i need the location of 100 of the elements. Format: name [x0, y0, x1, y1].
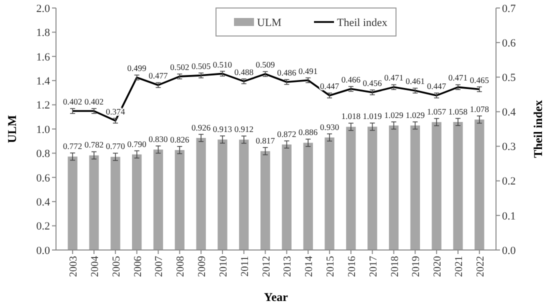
y2-tick-label: 0.5 [502, 72, 516, 84]
data-label: 0.926 [192, 122, 211, 132]
x-tick-label: 2011 [240, 256, 251, 277]
y2-tick-label: 0.4 [502, 106, 516, 119]
data-label: 0.447 [427, 81, 446, 92]
legend-label: ULM [257, 16, 282, 29]
bar [218, 140, 228, 250]
data-label: 1.078 [470, 104, 489, 114]
data-label: 0.447 [320, 81, 340, 92]
bar [410, 125, 420, 250]
bar [453, 122, 463, 250]
bar [196, 138, 206, 250]
data-label: 0.509 [256, 60, 275, 70]
y2-tick-label: 0.1 [502, 210, 516, 222]
data-label: 0.491 [298, 66, 318, 76]
data-label: 0.772 [63, 140, 82, 151]
x-tick-label: 2021 [454, 256, 465, 277]
data-label: 0.486 [277, 68, 296, 78]
x-tick-label: 2017 [368, 256, 380, 277]
data-label: 0.488 [234, 66, 254, 77]
data-label: 0.499 [127, 63, 146, 74]
y-tick-label: 0.2 [36, 220, 50, 233]
data-label: 0.830 [148, 134, 168, 144]
y-tick-label: 1.8 [36, 27, 50, 40]
x-tick-label: 2006 [132, 256, 144, 277]
y-axis-title: ULM [5, 115, 19, 143]
y-tick-label: 0.4 [36, 196, 50, 208]
x-tick-label: 2013 [282, 256, 294, 277]
data-label: 0.402 [84, 96, 104, 107]
y-tick-label: 0.8 [36, 148, 50, 160]
bar [68, 156, 78, 250]
y2-axis-title: Theil index [531, 100, 545, 158]
data-label: 1.058 [448, 106, 468, 116]
bar [110, 156, 120, 250]
data-label: 1.029 [406, 110, 425, 120]
data-label: 0.886 [298, 127, 318, 138]
x-tick-label: 2007 [154, 256, 166, 277]
bar [324, 137, 334, 250]
y-tick-label: 1.6 [36, 51, 50, 64]
y-tick-label: 1.4 [36, 75, 50, 88]
bar [260, 151, 270, 250]
y2-tick-label: 0.6 [502, 37, 516, 50]
y2-tick-label: 0.3 [502, 141, 516, 154]
data-label: 0.782 [84, 140, 104, 150]
bar [432, 122, 442, 250]
x-tick-label: 2008 [176, 256, 187, 277]
y2-tick-label: 0.7 [502, 2, 516, 15]
x-tick-label: 2014 [304, 255, 316, 277]
data-label: 0.826 [170, 134, 190, 144]
data-label: 1.018 [341, 111, 360, 122]
y-tick-label: 1.2 [36, 100, 50, 112]
x-tick-label: 2012 [261, 256, 272, 277]
x-tick-label: 2020 [432, 256, 444, 277]
data-label: 0.456 [362, 78, 382, 88]
bar [346, 126, 356, 250]
data-label: 0.912 [234, 124, 254, 134]
bar [89, 155, 99, 250]
x-tick-label: 2009 [197, 256, 208, 277]
data-label: 0.770 [106, 141, 125, 152]
data-label: 0.402 [63, 96, 82, 107]
x-tick-label: 2005 [111, 256, 122, 277]
data-label: 1.029 [384, 110, 404, 120]
y-tick-label: 0.6 [36, 172, 50, 184]
data-label: 0.930 [320, 122, 340, 132]
x-axis-title: Year [264, 290, 289, 304]
x-tick-label: 2004 [90, 255, 102, 277]
data-label: 1.057 [427, 106, 446, 116]
data-label: 0.872 [277, 128, 296, 139]
bar [388, 125, 399, 250]
data-label: 1.019 [362, 111, 382, 122]
bar [303, 142, 313, 250]
data-label: 0.466 [341, 74, 360, 84]
bar [368, 126, 378, 250]
data-label: 0.465 [470, 74, 489, 85]
data-label: 0.510 [212, 59, 232, 70]
bar [239, 140, 249, 250]
x-tick-label: 2019 [411, 256, 422, 277]
data-label: 0.790 [127, 138, 146, 149]
data-label: 0.471 [384, 72, 404, 83]
y-tick-label: 1.0 [36, 124, 50, 136]
data-label: 0.471 [448, 72, 468, 83]
x-tick-label: 2022 [475, 256, 486, 277]
bar [174, 150, 184, 250]
legend-label: Theil index [337, 16, 388, 29]
x-tick-label: 2016 [346, 256, 358, 277]
x-tick-label: 2018 [390, 256, 401, 277]
data-label: 0.502 [170, 62, 190, 72]
x-tick-label: 2015 [326, 256, 337, 277]
bar [282, 144, 292, 250]
y2-tick-label: 0.0 [502, 244, 516, 257]
y-tick-label: 0.0 [36, 244, 50, 257]
data-label: 0.505 [192, 60, 211, 71]
data-label: 0.461 [406, 76, 425, 86]
data-label: 0.913 [212, 124, 232, 134]
bar [153, 150, 164, 250]
data-label: 0.477 [148, 70, 168, 81]
bar [132, 154, 142, 250]
x-tick-label: 2003 [68, 256, 80, 277]
bar [474, 120, 484, 250]
y-tick-label: 2.0 [36, 2, 50, 15]
